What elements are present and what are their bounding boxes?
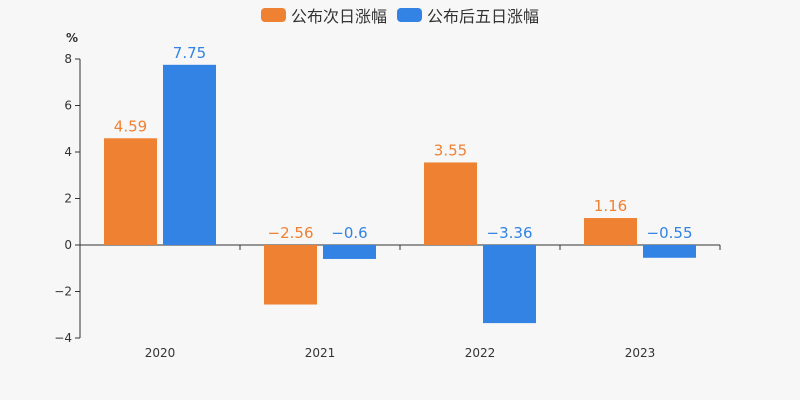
legend-label-next-day: 公布次日涨幅 [290, 7, 387, 26]
bar [424, 162, 477, 245]
x-tick-label: 2022 [465, 346, 496, 360]
legend-item-next-day[interactable]: 公布次日涨幅 [260, 3, 387, 27]
legend-swatch-five-day [397, 8, 422, 22]
data-label: −2.56 [268, 224, 314, 242]
data-label: 1.16 [594, 197, 627, 215]
data-label: 7.75 [173, 44, 206, 62]
y-tick-label: 8 [64, 52, 72, 66]
bar [323, 245, 376, 259]
x-tick-label: 2020 [145, 346, 176, 360]
y-tick-label: 6 [64, 99, 72, 113]
x-tick-label: 2023 [625, 346, 656, 360]
y-axis-unit: % [66, 31, 78, 45]
bar [584, 218, 637, 245]
legend-swatch-next-day [260, 8, 286, 22]
legend-item-five-day[interactable]: 公布后五日涨幅 [397, 3, 539, 27]
bar [104, 138, 157, 245]
data-label: −0.6 [331, 224, 367, 242]
y-tick-label: 0 [64, 238, 72, 252]
y-tick-label: −4 [54, 331, 72, 345]
bar [643, 245, 696, 258]
bar [264, 245, 317, 305]
data-label: 3.55 [434, 141, 467, 159]
legend-label-five-day: 公布后五日涨幅 [427, 7, 540, 26]
legend: 公布次日涨幅 公布后五日涨幅 [0, 4, 800, 26]
bar [483, 245, 536, 324]
x-tick-label: 2021 [305, 346, 336, 360]
data-label: −0.55 [647, 224, 693, 242]
y-tick-label: −2 [54, 285, 72, 299]
bar [163, 64, 216, 245]
y-tick-label: 2 [64, 192, 72, 206]
data-label: 4.59 [114, 117, 147, 135]
data-label: −3.36 [487, 224, 533, 242]
y-tick-label: 4 [64, 145, 72, 159]
